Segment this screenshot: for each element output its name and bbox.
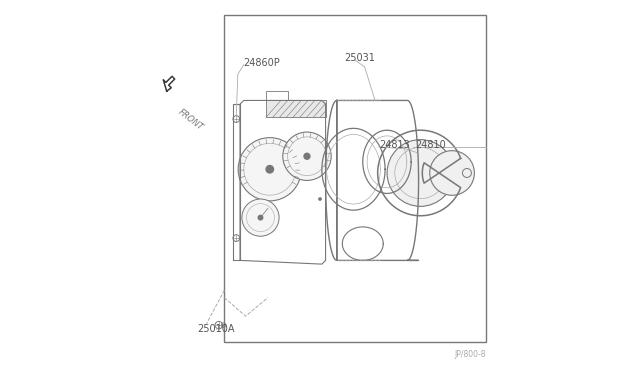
Circle shape [242, 199, 279, 236]
Bar [266, 91, 289, 100]
Text: 24813: 24813 [380, 140, 410, 150]
Circle shape [429, 151, 474, 195]
Text: FRONT: FRONT [177, 108, 205, 133]
Circle shape [266, 166, 273, 173]
Text: 24810: 24810 [415, 140, 445, 150]
Text: 25031: 25031 [344, 53, 375, 62]
Circle shape [259, 215, 262, 220]
Bar [266, 100, 326, 117]
Text: JP/800-8: JP/800-8 [454, 350, 486, 359]
Circle shape [304, 153, 310, 159]
Circle shape [283, 132, 331, 180]
Circle shape [318, 197, 322, 201]
Text: 25010A: 25010A [197, 324, 235, 334]
Text: 24860P: 24860P [244, 58, 280, 68]
Circle shape [387, 140, 454, 206]
Circle shape [238, 138, 301, 201]
Bar [225, 15, 486, 342]
Polygon shape [163, 76, 175, 91]
